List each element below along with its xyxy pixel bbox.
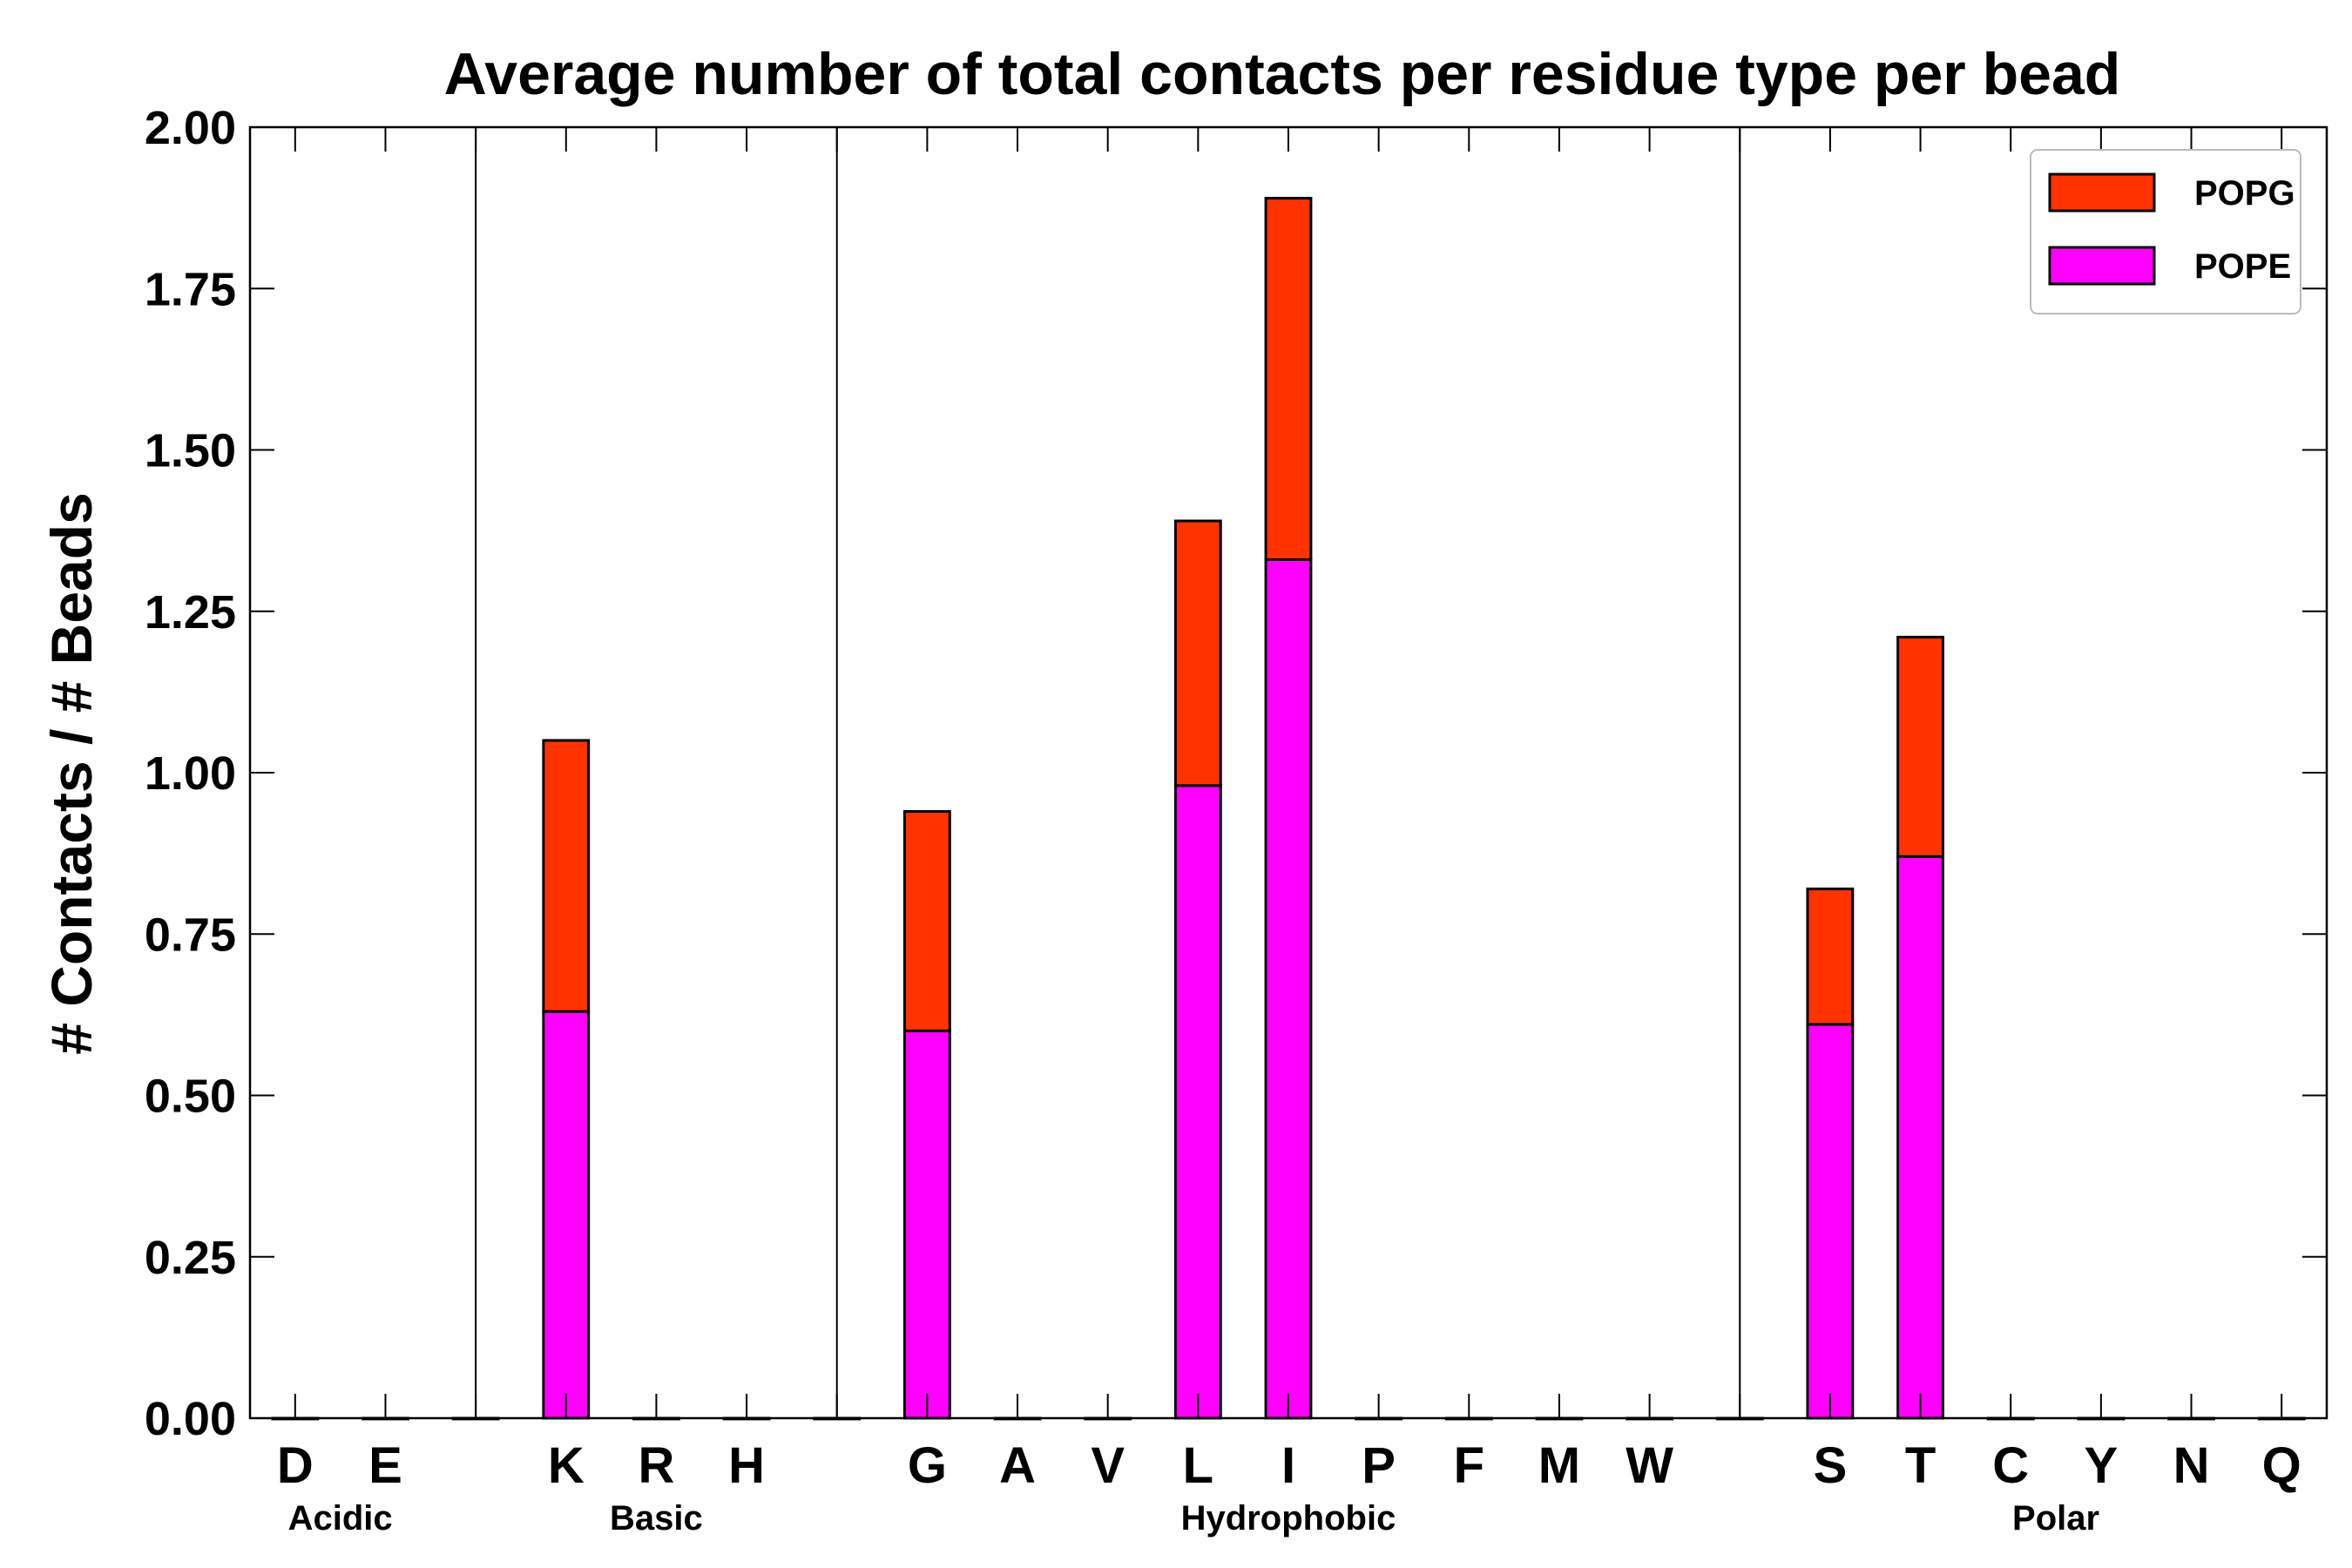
x-tick-label-N: N bbox=[2173, 1437, 2210, 1494]
x-tick-label-H: H bbox=[728, 1437, 765, 1494]
x-tick-label-W: W bbox=[1625, 1437, 1673, 1494]
group-label-basic: Basic bbox=[610, 1499, 703, 1538]
bar-pope-K bbox=[542, 1010, 591, 1420]
legend-label-pope: POPE bbox=[2194, 247, 2291, 286]
bar-pope-G bbox=[902, 1029, 951, 1420]
y-tick-label: 0.75 bbox=[145, 909, 236, 961]
y-tick-label: 0.00 bbox=[145, 1393, 236, 1445]
x-tick-label-K: K bbox=[548, 1437, 585, 1494]
bar-pope-I bbox=[1264, 558, 1313, 1420]
y-tick-label: 1.00 bbox=[145, 747, 236, 800]
bar-pope-L bbox=[1173, 784, 1222, 1420]
bar-popg-L bbox=[1173, 519, 1222, 787]
x-tick-label-C: C bbox=[1992, 1437, 2029, 1494]
chart-title: Average number of total contacts per res… bbox=[444, 41, 2121, 107]
x-tick-label-E: E bbox=[368, 1437, 402, 1494]
legend-swatch-popg bbox=[2048, 172, 2156, 213]
group-label-acidic: Acidic bbox=[288, 1499, 393, 1538]
group-label-hydrophobic: Hydrophobic bbox=[1181, 1499, 1396, 1538]
y-axis-label: # Contacts / # Beads bbox=[39, 492, 104, 1055]
bar-popg-T bbox=[1896, 635, 1944, 858]
plot-area: 0.00 0.25 0.50 0.75 1.00 1.25 1.50 1.75 2.00 D E K R… bbox=[145, 102, 2328, 1538]
x-tick-label-R: R bbox=[638, 1437, 674, 1494]
y-tick-label: 0.25 bbox=[145, 1232, 236, 1284]
x-tick-label-F: F bbox=[1454, 1437, 1484, 1494]
bar-popg-S bbox=[1806, 887, 1855, 1026]
group-label-polar: Polar bbox=[2012, 1499, 2099, 1538]
bar-popg-I bbox=[1264, 197, 1313, 561]
legend-label-popg: POPG bbox=[2194, 174, 2295, 213]
x-tick-label-A: A bbox=[999, 1437, 1036, 1494]
bar-popg-G bbox=[902, 809, 951, 1032]
x-tick-label-T: T bbox=[1905, 1437, 1936, 1494]
y-tick-label: 1.50 bbox=[145, 425, 236, 477]
x-tick-label-I: I bbox=[1281, 1437, 1295, 1494]
y-tick-label: 0.50 bbox=[145, 1071, 236, 1123]
x-tick-label-D: D bbox=[277, 1437, 314, 1494]
x-tick-label-P: P bbox=[1362, 1437, 1396, 1494]
x-tick-label-Q: Q bbox=[2262, 1437, 2301, 1494]
legend-swatch-pope bbox=[2048, 246, 2156, 286]
bar-pope-T bbox=[1896, 855, 1944, 1420]
bar-popg-K bbox=[542, 739, 591, 1013]
x-tick-label-Y: Y bbox=[2085, 1437, 2119, 1494]
x-tick-label-M: M bbox=[1538, 1437, 1580, 1494]
y-tick-label: 2.00 bbox=[145, 102, 236, 154]
x-tick-label-G: G bbox=[908, 1437, 947, 1494]
y-tick-label: 1.75 bbox=[145, 263, 236, 315]
bar-pope-S bbox=[1806, 1023, 1855, 1420]
x-tick-label-L: L bbox=[1183, 1437, 1213, 1494]
y-tick-label: 1.25 bbox=[145, 586, 236, 639]
x-tick-label-V: V bbox=[1091, 1437, 1125, 1494]
x-tick-label-S: S bbox=[1814, 1437, 1848, 1494]
